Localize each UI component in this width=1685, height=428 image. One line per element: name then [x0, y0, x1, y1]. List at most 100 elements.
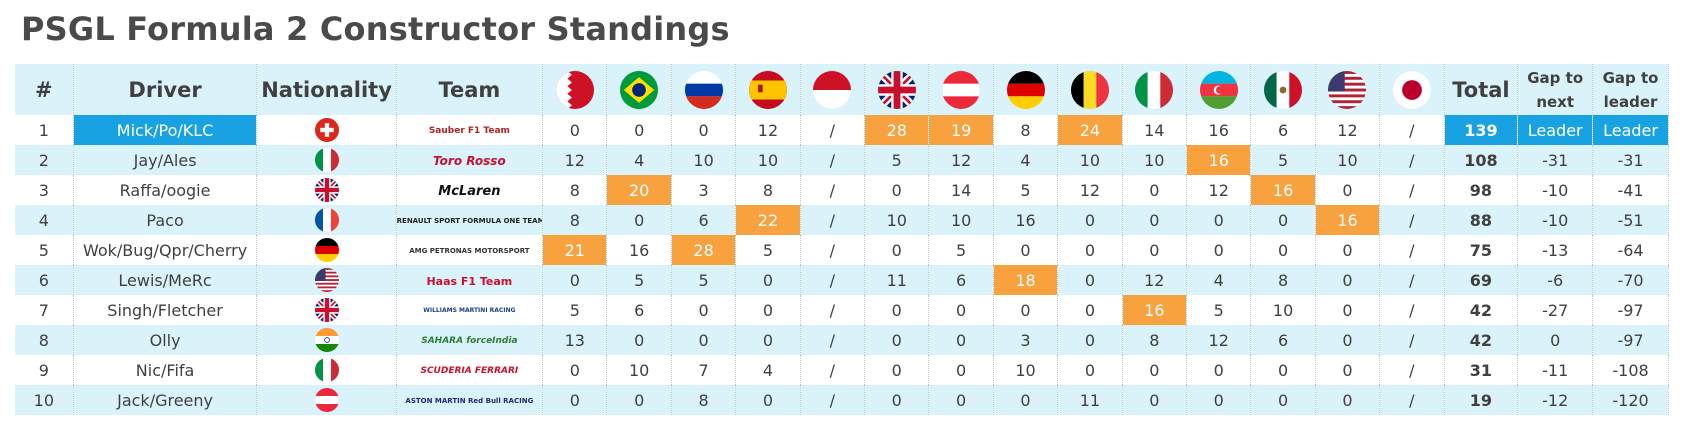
race-result-cell: 8: [542, 175, 608, 205]
nationality-cell: [256, 265, 397, 295]
standings-table: # Driver Nationality Team Total Gap to n…: [15, 64, 1669, 415]
race-result-cell: /: [1379, 325, 1445, 355]
race-result-cell: 0: [1057, 265, 1123, 295]
gap-leader-cell: -70: [1592, 265, 1669, 295]
race-result-cell: 0: [864, 325, 930, 355]
race-result-cell: 4: [1186, 265, 1252, 295]
race-result-cell: 0: [928, 385, 994, 415]
total-cell: 31: [1444, 355, 1519, 385]
race-result-cell: 11: [1057, 385, 1123, 415]
italy-flag-icon: [314, 358, 339, 382]
race-result-cell: 16: [1315, 205, 1381, 235]
race-result-cell: 28: [864, 115, 930, 145]
total-cell: 69: [1444, 265, 1519, 295]
position-cell: 8: [15, 325, 74, 355]
gap-next-cell: -13: [1517, 235, 1594, 265]
race-result-cell: /: [1379, 175, 1445, 205]
nationality-cell: [256, 325, 397, 355]
race-result-cell: 0: [1057, 205, 1123, 235]
race-result-cell: /: [800, 325, 866, 355]
race-result-cell: 12: [542, 145, 608, 175]
race-result-cell: 12: [1186, 325, 1252, 355]
team-logo: Toro Rosso: [433, 154, 506, 168]
race-header-japan: [1379, 64, 1445, 115]
position-cell: 6: [15, 265, 74, 295]
race-result-cell: 0: [1315, 295, 1381, 325]
total-header: Total: [1444, 64, 1519, 115]
race-result-cell: 0: [1315, 235, 1381, 265]
gap-leader-cell: -51: [1592, 205, 1669, 235]
gap-next-cell: -10: [1517, 175, 1594, 205]
driver-cell: Nic/Fifa: [73, 355, 258, 385]
total-cell: 42: [1444, 325, 1519, 355]
race-result-cell: 3: [993, 325, 1059, 355]
race-result-cell: 0: [928, 295, 994, 325]
race-result-cell: 6: [928, 265, 994, 295]
race-result-cell: 0: [1186, 355, 1252, 385]
belgium-flag-icon: [1070, 70, 1109, 109]
race-result-cell: 0: [735, 295, 801, 325]
race-result-cell: 8: [671, 385, 737, 415]
team-cell: McLaren: [396, 175, 544, 205]
nationality-cell: [256, 235, 397, 265]
race-result-cell: 6: [606, 295, 672, 325]
team-cell: Haas F1 Team: [396, 265, 544, 295]
position-cell: 1: [15, 115, 74, 145]
race-header-spain: [735, 64, 801, 115]
race-result-cell: 0: [864, 355, 930, 385]
race-result-cell: 6: [671, 205, 737, 235]
race-result-cell: 3: [671, 175, 737, 205]
race-result-cell: 5: [928, 235, 994, 265]
race-result-cell: /: [800, 175, 866, 205]
race-result-cell: 10: [1057, 145, 1123, 175]
table-row: 8 Olly SAHARA forceIndia 13 0 0 0/0 0 3 0 8 12 6 0/42…: [15, 325, 1669, 355]
race-result-cell: 12: [1122, 265, 1188, 295]
gap-leader-cell: -64: [1592, 235, 1669, 265]
gap-leader-cell: -97: [1592, 325, 1669, 355]
table-row: 3 Raffa/oogie McLaren 8 20 3 8/0 14 5 12 0 12 16 0/98…: [15, 175, 1669, 205]
race-result-cell: 0: [735, 385, 801, 415]
team-cell: ASTON MARTIN Red Bull RACING: [396, 385, 544, 415]
race-result-cell: /: [800, 385, 866, 415]
switzerland-flag-icon: [314, 118, 339, 142]
race-result-cell: 12: [1186, 175, 1252, 205]
race-result-cell: 0: [735, 325, 801, 355]
team-logo: SAHARA forceIndia: [421, 335, 518, 346]
table-row: 6 Lewis/MeRc Haas F1 Team 0 5 5 0/11 6 18 0 12 4 8 0/…: [15, 265, 1669, 295]
race-result-cell: 0: [1250, 385, 1316, 415]
uk-flag-icon: [877, 70, 916, 109]
race-result-cell: 28: [671, 235, 737, 265]
race-result-cell: 10: [671, 145, 737, 175]
race-header-bahrain: [542, 64, 608, 115]
gap-next-header: Gap to next: [1517, 64, 1594, 115]
gap-next-cell: 0: [1517, 325, 1594, 355]
race-result-cell: 0: [542, 355, 608, 385]
race-result-cell: 0: [606, 205, 672, 235]
uk-flag-icon: [314, 298, 339, 322]
race-result-cell: 10: [864, 205, 930, 235]
total-cell: 19: [1444, 385, 1519, 415]
position-cell: 3: [15, 175, 74, 205]
race-result-cell: 0: [1250, 205, 1316, 235]
race-result-cell: 0: [1315, 325, 1381, 355]
germany-flag-icon: [314, 238, 339, 262]
race-result-cell: /: [1379, 235, 1445, 265]
race-result-cell: /: [800, 205, 866, 235]
race-result-cell: 5: [993, 175, 1059, 205]
team-cell: Toro Rosso: [396, 145, 544, 175]
position-cell: 5: [15, 235, 74, 265]
table-row: 2 Jay/Ales Toro Rosso 12 4 10 10/5 12 4 10 10 16 5 10…: [15, 145, 1669, 175]
team-logo: Sauber F1 Team: [428, 125, 510, 136]
race-result-cell: /: [1379, 205, 1445, 235]
race-result-cell: 0: [606, 115, 672, 145]
race-result-cell: 0: [1122, 175, 1188, 205]
race-result-cell: 0: [864, 385, 930, 415]
team-logo: ASTON MARTIN Red Bull RACING: [405, 396, 534, 405]
team-cell: SAHARA forceIndia: [396, 325, 544, 355]
table-row: 9 Nic/Fifa SCUDERIA FERRARI 0 10 7 4/0 0 10 0 0 0 0 0…: [15, 355, 1669, 385]
race-result-cell: 21: [542, 235, 608, 265]
race-result-cell: 0: [735, 265, 801, 295]
position-cell: 7: [15, 295, 74, 325]
race-result-cell: 0: [928, 325, 994, 355]
race-header-brazil: [606, 64, 672, 115]
